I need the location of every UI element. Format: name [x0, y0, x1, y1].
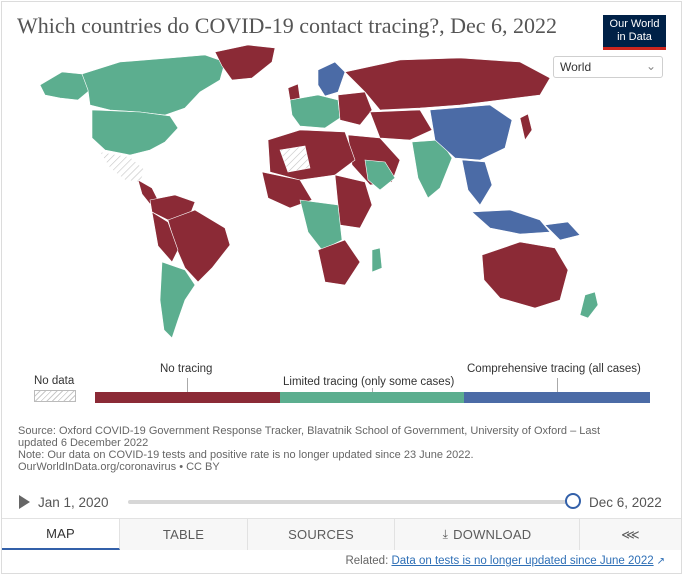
timeline-end-label: Dec 6, 2022: [589, 495, 662, 510]
region-scandinavia[interactable]: [317, 61, 346, 97]
download-icon: ⤓: [442, 527, 449, 541]
region-north-africa[interactable]: [267, 129, 356, 181]
region-eastern-europe[interactable]: [337, 91, 373, 126]
region-arabian-peninsula[interactable]: [364, 159, 396, 191]
tab-map-label: MAP: [46, 526, 75, 541]
region-western-europe[interactable]: [289, 94, 341, 129]
region-central-asia[interactable]: [369, 109, 433, 141]
source-line-2: updated 6 December 2022: [18, 437, 149, 449]
region-east-africa[interactable]: [334, 174, 373, 229]
region-usa[interactable]: [91, 109, 179, 156]
play-icon[interactable]: [19, 495, 30, 509]
owid-logo[interactable]: Our World in Data: [603, 15, 666, 50]
external-link-icon: ↗: [656, 556, 665, 567]
region-sahara-nodata[interactable]: [279, 145, 311, 173]
logo-line-2: in Data: [617, 31, 652, 43]
legend-no-data-label: No data: [34, 375, 75, 387]
tab-share[interactable]: ⋘: [580, 519, 681, 550]
tab-sources-label: SOURCES: [288, 527, 354, 542]
source-line-1: Source: Oxford COVID-19 Government Respo…: [18, 425, 601, 437]
tab-map[interactable]: MAP: [2, 519, 120, 550]
legend-swatch-limited[interactable]: [280, 392, 464, 403]
chart-title: Which countries do COVID-19 contact trac…: [17, 13, 558, 38]
legend-bin-label-comprehensive: Comprehensive tracing (all cases): [467, 363, 641, 375]
related-link[interactable]: Data on tests is no longer updated since…: [391, 555, 654, 567]
footer-credit: OurWorldInData.org/coronavirus • CC BY: [18, 461, 220, 473]
legend-no-data-swatch[interactable]: [34, 390, 76, 402]
region-central-africa[interactable]: [299, 199, 343, 251]
region-argentina-chile[interactable]: [159, 261, 196, 339]
footer-note: Note: Our data on COVID-19 tests and pos…: [18, 449, 474, 461]
legend-bin-label-no-tracing: No tracing: [160, 363, 213, 375]
legend-swatch-comprehensive[interactable]: [464, 392, 650, 403]
region-alaska[interactable]: [39, 71, 91, 101]
region-russia[interactable]: [344, 57, 551, 111]
tab-sources[interactable]: SOURCES: [248, 519, 395, 550]
region-southeast-asia[interactable]: [461, 159, 493, 206]
region-greenland[interactable]: [214, 44, 276, 81]
region-uk[interactable]: [287, 83, 301, 101]
related-note: Related: Data on tests is no longer upda…: [345, 555, 665, 567]
region-china[interactable]: [429, 104, 513, 161]
region-new-zealand[interactable]: [579, 291, 599, 319]
legend-tick: [557, 378, 558, 392]
logo-line-1: Our World: [609, 18, 660, 30]
chart-tabs: MAP TABLE SOURCES ⤓ DOWNLOAD ⋘: [2, 518, 681, 550]
legend-tick: [187, 378, 188, 392]
share-icon: ⋘: [621, 526, 640, 542]
chevron-down-icon: ⌄: [645, 59, 656, 73]
tab-table[interactable]: TABLE: [120, 519, 248, 550]
legend-bin-label-limited: Limited tracing (only some cases): [283, 376, 455, 388]
region-canada[interactable]: [81, 54, 226, 116]
timeline: Jan 1, 2020 Dec 6, 2022: [0, 490, 683, 516]
region-brazil[interactable]: [167, 209, 231, 283]
region-southern-africa[interactable]: [317, 239, 361, 286]
timeline-track[interactable]: [128, 500, 573, 504]
region-peru-bolivia[interactable]: [151, 211, 179, 263]
world-map[interactable]: [0, 40, 683, 350]
chart-footer: Source: Oxford COVID-19 Government Respo…: [18, 425, 618, 473]
legend-swatch-no-tracing[interactable]: [95, 392, 280, 403]
region-select[interactable]: World ⌄: [553, 56, 663, 78]
legend-tick: [372, 388, 373, 392]
tab-table-label: TABLE: [162, 527, 205, 542]
region-new-guinea[interactable]: [544, 221, 581, 241]
related-prefix: Related:: [345, 555, 389, 567]
tab-download[interactable]: ⤓ DOWNLOAD: [395, 519, 580, 550]
timeline-start-label: Jan 1, 2020: [38, 495, 109, 510]
tab-download-label: DOWNLOAD: [453, 527, 532, 542]
map-legend: No data No tracing Limited tracing (only…: [0, 350, 683, 410]
region-japan[interactable]: [519, 113, 533, 141]
timeline-handle[interactable]: [565, 493, 581, 509]
region-madagascar[interactable]: [371, 247, 383, 273]
region-australia[interactable]: [481, 241, 569, 309]
region-indonesia[interactable]: [471, 209, 551, 235]
region-mexico[interactable]: [99, 151, 146, 183]
region-select-value: World: [560, 60, 592, 74]
